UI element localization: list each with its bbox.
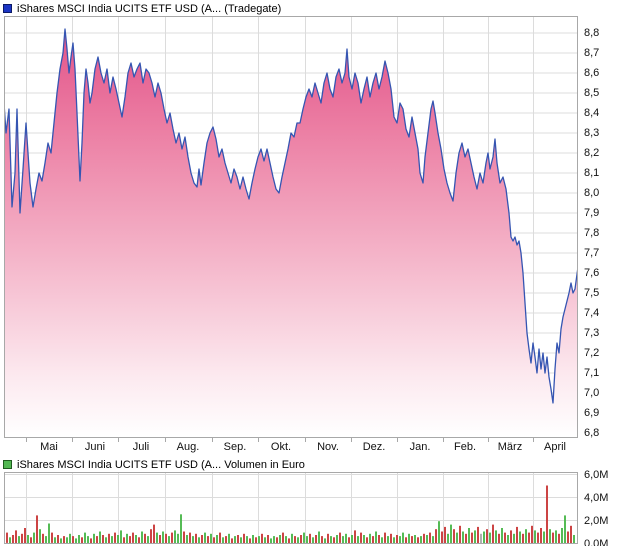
price-y-tick-label: 8,8 [584, 27, 600, 39]
month-tick [165, 438, 166, 442]
volume-series-marker-icon [3, 460, 12, 469]
price-y-axis-labels: 8,8 8,7 8,6 8,5 8,4 8,3 8,2 8,1 8,0 7,9 7,8 7,7 7,6 7… [583, 16, 619, 439]
volume-bar-chart [4, 472, 578, 544]
price-y-tick-label: 8,6 [584, 67, 600, 79]
price-area-chart [4, 16, 578, 438]
month-tick [212, 438, 213, 442]
month-tick [443, 438, 444, 442]
price-y-tick-label: 8,2 [584, 147, 600, 159]
month-label: Nov. [317, 441, 339, 453]
month-label: Juli [132, 441, 150, 453]
price-series-marker-icon [3, 4, 12, 13]
price-y-tick-label: 6,8 [584, 427, 600, 439]
price-y-tick-label: 7,1 [584, 367, 600, 379]
month-tick [397, 438, 398, 442]
price-y-tick-label: 8,7 [584, 47, 600, 59]
month-label: Mai [40, 441, 58, 453]
month-tick [26, 438, 27, 442]
month-label: Jan. [409, 441, 431, 453]
month-label: Juni [84, 441, 106, 453]
volume-y-axis-labels: 6,0M 4,0M 2,0M 0,0M [583, 469, 619, 546]
month-x-axis-labels: Mai Juni Juli Aug. Sep. Okt. Nov. Dez. Jan. Feb. M… [4, 438, 578, 455]
month-tick [305, 438, 306, 442]
month-tick [118, 438, 119, 442]
month-label: Dez. [362, 441, 386, 453]
price-series-label: iShares MSCI India UCITS ETF USD (A... (… [17, 2, 282, 15]
price-y-tick-label: 8,5 [584, 87, 600, 99]
month-label: Aug. [176, 441, 200, 453]
month-label: März [497, 441, 523, 453]
price-y-tick-label: 7,2 [584, 347, 600, 359]
month-tick [351, 438, 352, 442]
price-y-tick-label: 8,0 [584, 187, 600, 199]
price-y-tick-label: 7,8 [584, 227, 600, 239]
volume-y-tick-label: 6,0M [584, 469, 609, 481]
month-tick [533, 438, 534, 442]
price-y-tick-label: 8,3 [584, 127, 600, 139]
price-y-tick-label: 7,0 [584, 387, 600, 399]
price-series-legend: iShares MSCI India UCITS ETF USD (A... (… [3, 2, 281, 15]
price-y-tick-label: 7,4 [584, 307, 600, 319]
price-y-tick-label: 7,3 [584, 327, 600, 339]
month-label: Okt. [270, 441, 292, 453]
month-label: Feb. [453, 441, 477, 453]
volume-y-tick-label: 4,0M [584, 492, 609, 504]
price-y-tick-label: 8,1 [584, 167, 600, 179]
month-label: Sep. [223, 441, 247, 453]
volume-y-tick-label: 2,0M [584, 515, 609, 527]
price-y-tick-label: 7,6 [584, 267, 600, 279]
price-y-tick-label: 7,9 [584, 207, 600, 219]
month-tick [488, 438, 489, 442]
price-y-tick-label: 7,5 [584, 287, 600, 299]
month-tick [258, 438, 259, 442]
volume-series-label: iShares MSCI India UCITS ETF USD (A... V… [17, 458, 305, 471]
price-y-tick-label: 6,9 [584, 407, 600, 419]
price-y-tick-label: 8,4 [584, 107, 600, 119]
volume-series-legend: iShares MSCI India UCITS ETF USD (A... V… [3, 458, 305, 471]
price-y-tick-label: 7,7 [584, 247, 600, 259]
month-label: April [543, 441, 567, 453]
volume-y-tick-label: 0,0M [584, 538, 609, 546]
month-tick [72, 438, 73, 442]
